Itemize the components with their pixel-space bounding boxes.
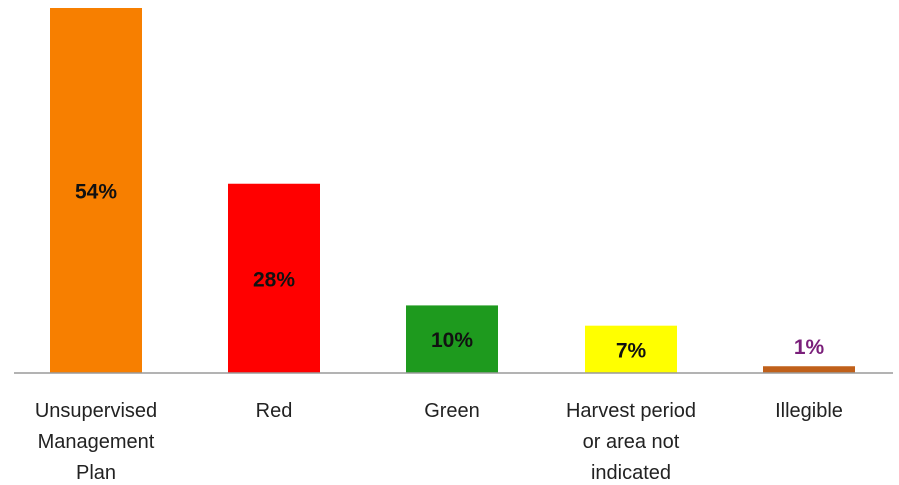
data-label: 10% [431,329,473,352]
category-label: Unsupervised [35,400,157,422]
bar [763,366,855,373]
data-label: 54% [75,181,117,204]
category-label: or area not [583,431,680,453]
bar [585,325,677,373]
data-label: 28% [253,268,295,291]
category-label: Illegible [775,400,843,422]
bars [50,8,855,373]
data-label: 1% [794,336,825,359]
category-label: Green [424,400,480,422]
category-label: Plan [76,462,116,484]
category-labels: Unsupervised Management Plan Red Green Harves… [35,400,843,484]
bar [406,305,498,373]
category-label: Management [38,431,155,453]
category-label: Harvest period [566,400,696,422]
bar [50,8,142,373]
category-label: indicated [591,462,671,484]
data-labels: 54% 28% 10% 7% 1% [75,181,825,363]
bar [228,183,320,373]
category-label: Red [256,400,293,422]
data-label: 7% [616,339,647,362]
